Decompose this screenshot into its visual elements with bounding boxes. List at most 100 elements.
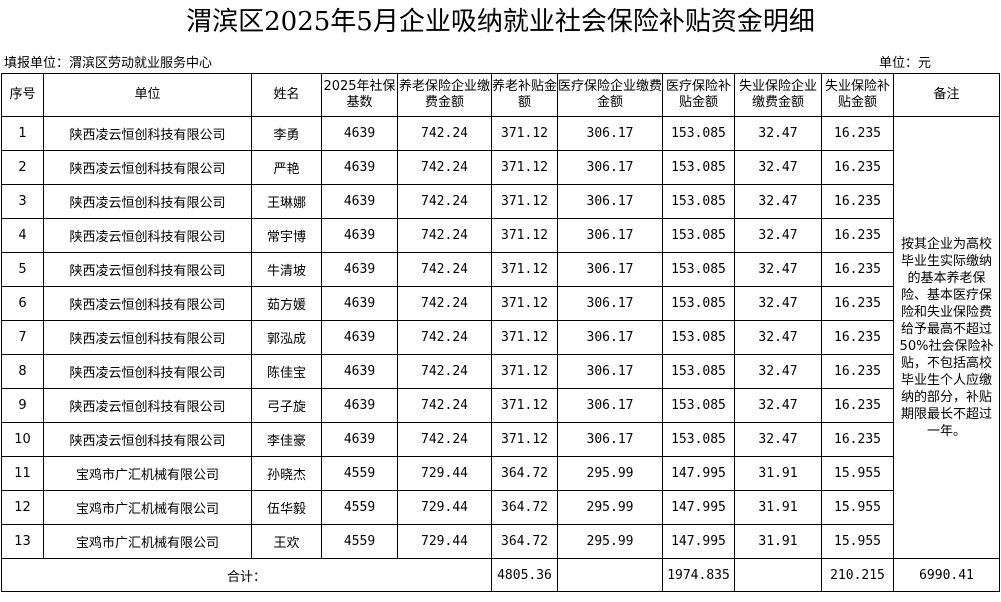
table-row: 8 陕西凌云恒创科技有限公司 陈佳宝 4639 742.24 371.12 306.17 15… — [1, 354, 1000, 389]
cell-pension-payment: 742.24 — [397, 116, 492, 151]
cell-name: 伍华毅 — [251, 490, 322, 525]
cell-medical-payment: 306.17 — [557, 252, 663, 287]
cell-unemployment-subsidy: 16.235 — [821, 252, 894, 287]
header-pension-subsidy: 养老补贴金额 — [491, 73, 558, 117]
cell-unemployment-subsidy: 16.235 — [821, 422, 894, 457]
cell-base: 4639 — [321, 252, 398, 287]
cell-company: 宝鸡市广汇机械有限公司 — [43, 524, 252, 559]
cell-name: 郭泓成 — [251, 320, 322, 355]
cell-medical-payment: 306.17 — [557, 354, 663, 389]
cell-index: 11 — [1, 456, 44, 491]
header-medical-subsidy: 医疗保险补贴金额 — [662, 73, 735, 117]
cell-name: 常宇博 — [251, 218, 322, 253]
cell-medical-subsidy: 147.995 — [662, 524, 735, 559]
cell-base: 4639 — [321, 286, 398, 321]
cell-name: 李佳豪 — [251, 422, 322, 457]
cell-medical-subsidy: 153.085 — [662, 286, 735, 321]
cell-medical-payment: 295.99 — [557, 524, 663, 559]
cell-medical-subsidy: 153.085 — [662, 320, 735, 355]
subsidy-table: 序号 单位 姓名 2025年社保基数 养老保险企业缴费金额 养老补贴金额 医疗保… — [1, 73, 1000, 592]
cell-pension-payment: 742.24 — [397, 286, 492, 321]
cell-base: 4639 — [321, 218, 398, 253]
header-unemployment-payment: 失业保险企业缴费金额 — [734, 73, 822, 117]
cell-medical-payment: 295.99 — [557, 490, 663, 525]
cell-name: 王欢 — [251, 524, 322, 559]
cell-pension-payment: 742.24 — [397, 252, 492, 287]
cell-pension-subsidy: 371.12 — [491, 286, 558, 321]
cell-index: 10 — [1, 422, 44, 457]
cell-pension-subsidy: 364.72 — [491, 490, 558, 525]
cell-index: 7 — [1, 320, 44, 355]
cell-unemployment-subsidy: 16.235 — [821, 116, 894, 151]
cell-pension-payment: 742.24 — [397, 184, 492, 219]
cell-index: 9 — [1, 388, 44, 423]
cell-index: 1 — [1, 116, 44, 151]
header-company: 单位 — [43, 73, 252, 117]
cell-unemployment-subsidy: 16.235 — [821, 218, 894, 253]
cell-pension-payment: 729.44 — [397, 490, 492, 525]
cell-company: 宝鸡市广汇机械有限公司 — [43, 456, 252, 491]
table-row: 12 宝鸡市广汇机械有限公司 伍华毅 4559 729.44 364.72 295.99 14… — [1, 490, 1000, 525]
cell-medical-payment: 306.17 — [557, 388, 663, 423]
cell-pension-subsidy: 371.12 — [491, 422, 558, 457]
table-row: 3 陕西凌云恒创科技有限公司 王琳娜 4639 742.24 371.12 306.17 15… — [1, 184, 1000, 219]
cell-pension-subsidy: 371.12 — [491, 354, 558, 389]
cell-unemployment-payment: 32.47 — [734, 286, 822, 321]
cell-base: 4639 — [321, 388, 398, 423]
cell-medical-subsidy: 153.085 — [662, 252, 735, 287]
table-row: 9 陕西凌云恒创科技有限公司 弓子旋 4639 742.24 371.12 306.17 15… — [1, 388, 1000, 423]
cell-unemployment-payment: 32.47 — [734, 354, 822, 389]
cell-medical-payment: 306.17 — [557, 320, 663, 355]
cell-medical-subsidy: 153.085 — [662, 116, 735, 151]
table-row: 7 陕西凌云恒创科技有限公司 郭泓成 4639 742.24 371.12 306.17 15… — [1, 320, 1000, 355]
table-row: 10 陕西凌云恒创科技有限公司 李佳豪 4639 742.24 371.12 306.17 1… — [1, 422, 1000, 457]
cell-pension-payment: 742.24 — [397, 218, 492, 253]
cell-base: 4639 — [321, 184, 398, 219]
cell-medical-subsidy: 153.085 — [662, 354, 735, 389]
cell-index: 8 — [1, 354, 44, 389]
cell-unemployment-payment: 31.91 — [734, 456, 822, 491]
cell-pension-subsidy: 364.72 — [491, 524, 558, 559]
cell-base: 4559 — [321, 524, 398, 559]
cell-medical-payment: 306.17 — [557, 184, 663, 219]
cell-medical-subsidy: 153.085 — [662, 150, 735, 185]
cell-pension-subsidy: 371.12 — [491, 116, 558, 151]
cell-medical-payment: 295.99 — [557, 456, 663, 491]
cell-name: 王琳娜 — [251, 184, 322, 219]
cell-unemployment-subsidy: 16.235 — [821, 388, 894, 423]
header-base: 2025年社保基数 — [321, 73, 398, 117]
cell-unemployment-payment: 32.47 — [734, 320, 822, 355]
cell-base: 4559 — [321, 490, 398, 525]
document-title: 渭滨区2025年5月企业吸纳就业社会保险补贴资金明细 — [186, 7, 815, 37]
table-row: 4 陕西凌云恒创科技有限公司 常宇博 4639 742.24 371.12 306.17 15… — [1, 218, 1000, 253]
currency-unit: 单位：元 — [878, 56, 931, 71]
cell-medical-payment: 306.17 — [557, 286, 663, 321]
cell-index: 12 — [1, 490, 44, 525]
cell-unemployment-payment: 32.47 — [734, 218, 822, 253]
header-name: 姓名 — [251, 73, 322, 117]
table-header: 序号 单位 姓名 2025年社保基数 养老保险企业缴费金额 养老补贴金额 医疗保… — [1, 73, 1000, 117]
meta-bar: 填报单位：渭滨区劳动就业服务中心 单位：元 — [0, 44, 1001, 73]
cell-medical-subsidy: 153.085 — [662, 422, 735, 457]
table-body: 1 陕西凌云恒创科技有限公司 李勇 4639 742.24 371.12 306.17 153… — [1, 116, 1000, 559]
cell-company: 陕西凌云恒创科技有限公司 — [43, 218, 252, 253]
cell-unemployment-subsidy: 16.235 — [821, 286, 894, 321]
cell-unemployment-payment: 31.91 — [734, 524, 822, 559]
cell-company: 陕西凌云恒创科技有限公司 — [43, 320, 252, 355]
cell-name: 弓子旋 — [251, 388, 322, 423]
table-row: 11 宝鸡市广汇机械有限公司 孙晓杰 4559 729.44 364.72 295.99 14… — [1, 456, 1000, 491]
cell-medical-subsidy: 147.995 — [662, 490, 735, 525]
cell-index: 2 — [1, 150, 44, 185]
cell-name: 陈佳宝 — [251, 354, 322, 389]
cell-unemployment-payment: 31.91 — [734, 490, 822, 525]
cell-company: 陕西凌云恒创科技有限公司 — [43, 184, 252, 219]
cell-pension-payment: 742.24 — [397, 422, 492, 457]
header-remark: 备注 — [893, 73, 1000, 117]
cell-index: 5 — [1, 252, 44, 287]
cell-pension-payment: 742.24 — [397, 320, 492, 355]
cell-pension-subsidy: 371.12 — [491, 320, 558, 355]
cell-company: 陕西凌云恒创科技有限公司 — [43, 150, 252, 185]
cell-base: 4639 — [321, 320, 398, 355]
cell-base: 4639 — [321, 150, 398, 185]
cell-company: 陕西凌云恒创科技有限公司 — [43, 252, 252, 287]
